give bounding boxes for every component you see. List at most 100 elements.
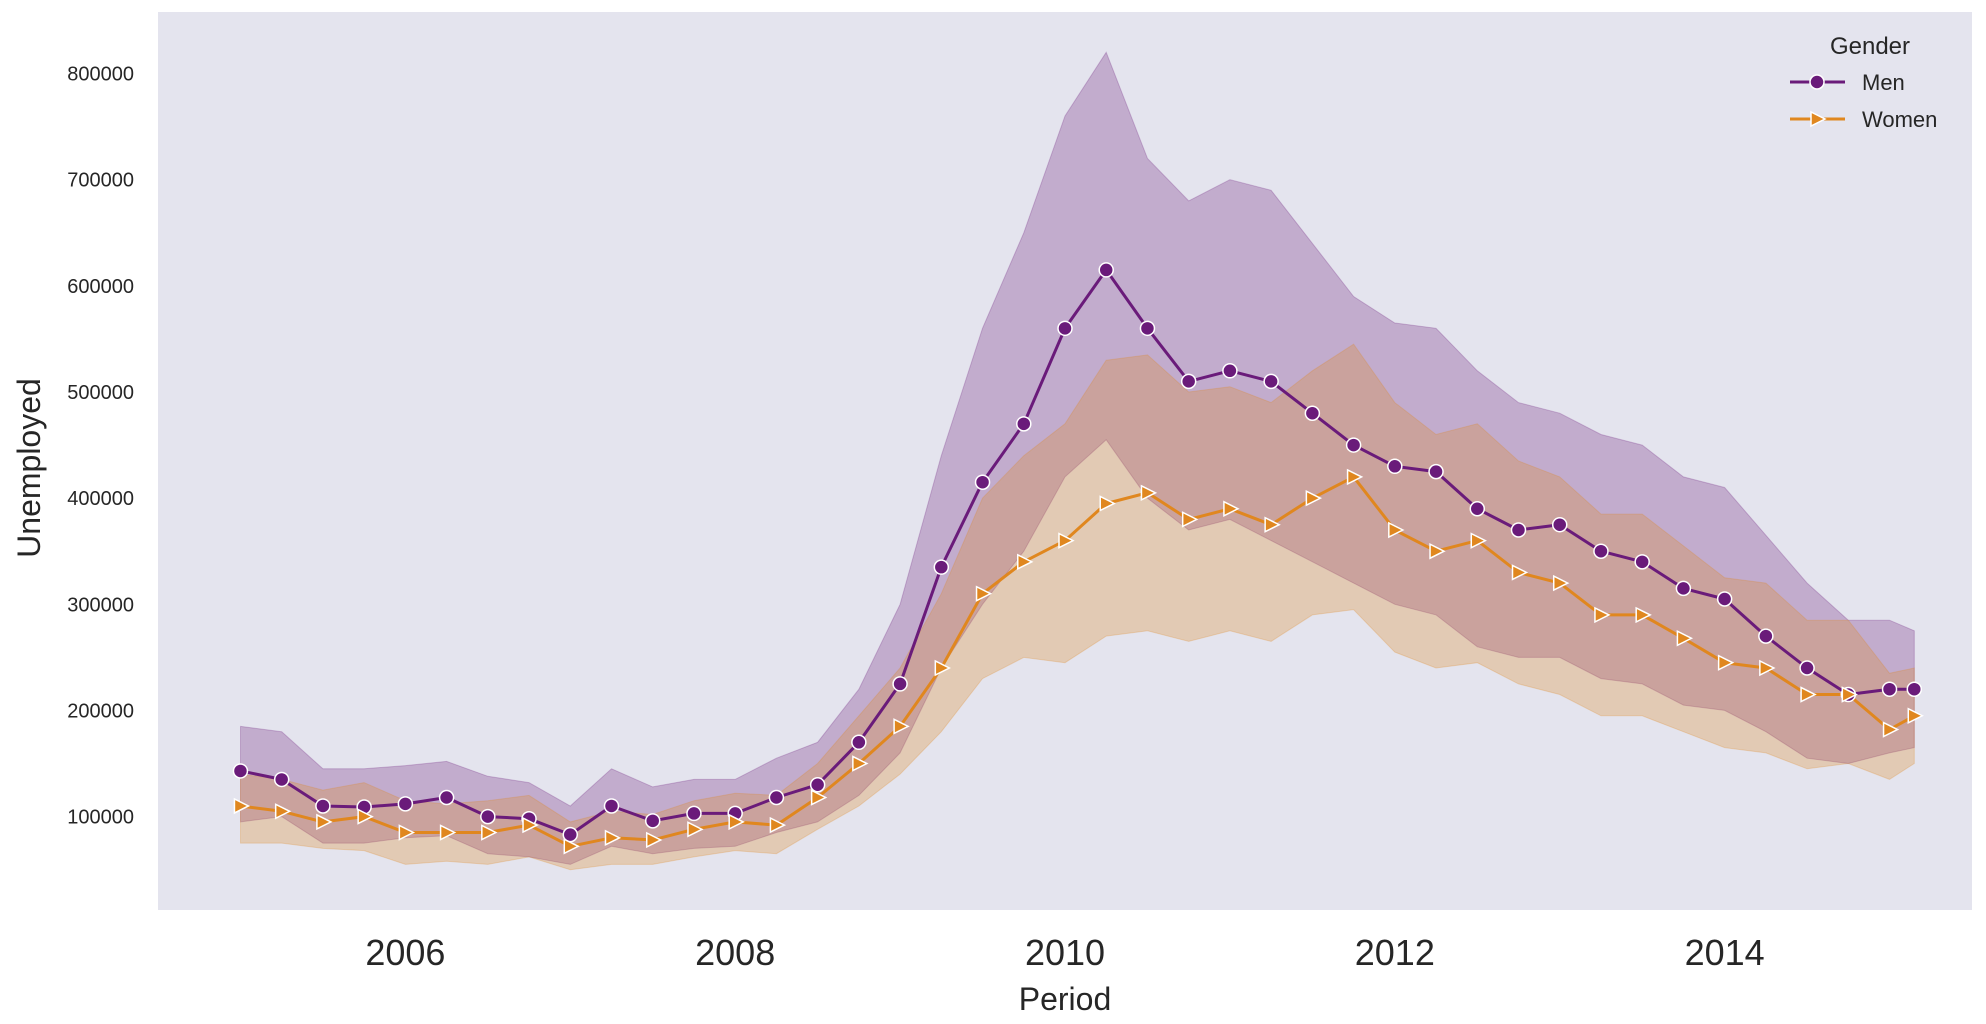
legend-title: Gender	[1830, 33, 1910, 60]
point-women	[439, 824, 457, 841]
point-women	[1635, 606, 1652, 624]
point-women	[316, 813, 333, 831]
point-women	[1511, 564, 1529, 581]
x-tick-label: 2006	[365, 932, 445, 973]
point-men	[397, 796, 414, 812]
point-women	[604, 829, 622, 847]
point-women	[1907, 707, 1924, 724]
point-men	[768, 789, 785, 806]
point-women	[1099, 495, 1116, 512]
point-women	[645, 831, 663, 849]
point-men	[1716, 591, 1733, 607]
point-men	[1387, 458, 1403, 475]
x-tick-label: 2012	[1355, 932, 1435, 973]
point-men	[1139, 320, 1156, 337]
point-women	[1305, 489, 1323, 507]
x-axis-title: Period	[1019, 981, 1112, 1017]
point-women	[1470, 532, 1487, 549]
y-axis-ticks: 100000 200000 300000 400000 500000 600000 7000…	[67, 64, 134, 829]
point-men	[1016, 416, 1032, 432]
point-men	[1222, 363, 1238, 379]
point-women	[1223, 500, 1240, 517]
y-tick-label: 100000	[67, 807, 134, 829]
point-women	[893, 718, 910, 735]
point-women	[1388, 521, 1405, 539]
legend: Gender Men Women	[1790, 33, 1937, 132]
line-women	[240, 475, 1916, 848]
point-women	[398, 824, 416, 841]
point-women	[1676, 630, 1694, 647]
band-women	[240, 343, 1915, 871]
point-men	[933, 559, 950, 575]
point-men	[1881, 681, 1898, 697]
point-women	[1181, 511, 1199, 528]
point-men	[1758, 628, 1774, 644]
point-men	[1428, 463, 1444, 480]
point-men	[315, 798, 331, 814]
point-women	[728, 813, 745, 831]
point-men	[1304, 405, 1321, 421]
point-women	[563, 838, 580, 855]
point-women	[233, 797, 251, 815]
point-women	[274, 803, 292, 820]
y-axis-title: Unemployed	[11, 378, 47, 558]
point-men	[1906, 681, 1923, 697]
x-tick-label: 2014	[1685, 932, 1765, 973]
point-men	[809, 776, 826, 793]
point-women	[1841, 686, 1858, 703]
confidence-bands	[240, 51, 1915, 871]
point-women	[1594, 606, 1611, 624]
point-women	[1552, 574, 1570, 592]
point-men	[1634, 554, 1650, 570]
band-men	[240, 51, 1915, 865]
point-men	[1551, 516, 1568, 533]
point-women	[1759, 659, 1776, 677]
point-women	[1058, 532, 1075, 549]
y-tick-label: 200000	[67, 700, 134, 722]
y-tick-label: 500000	[67, 382, 134, 404]
point-men	[438, 789, 455, 806]
point-men	[480, 808, 496, 825]
point-men	[974, 474, 991, 490]
point-men	[686, 805, 702, 822]
legend-label-men: Men	[1862, 70, 1905, 95]
point-men	[1180, 373, 1197, 390]
legend-label-women: Women	[1862, 107, 1937, 132]
y-tick-label: 400000	[67, 488, 134, 510]
point-women	[687, 821, 704, 838]
point-men	[232, 763, 249, 779]
point-men	[1675, 580, 1692, 597]
point-women	[810, 789, 828, 806]
y-tick-label: 800000	[67, 64, 134, 86]
point-women	[1800, 686, 1817, 703]
y-tick-label: 300000	[67, 594, 134, 616]
point-men	[603, 798, 620, 814]
point-men	[1057, 320, 1073, 337]
point-men	[1593, 543, 1609, 559]
point-women	[1017, 553, 1034, 571]
y-tick-label: 600000	[67, 276, 134, 298]
x-tick-label: 2008	[695, 932, 775, 973]
point-women	[769, 816, 787, 834]
x-tick-label: 2010	[1025, 932, 1105, 973]
point-men	[273, 771, 290, 788]
plot-background	[158, 12, 1972, 910]
point-men	[1263, 373, 1279, 390]
point-women	[1882, 721, 1900, 738]
point-women	[852, 755, 869, 772]
point-women	[481, 824, 498, 841]
x-axis-ticks: 2006 2008 2010 2012 2014	[365, 932, 1764, 973]
series-markers	[232, 262, 1924, 855]
point-women	[522, 816, 539, 834]
point-men	[1345, 437, 1362, 453]
point-women	[1140, 484, 1158, 502]
point-women	[1717, 654, 1735, 671]
point-men	[1469, 501, 1486, 517]
y-tick-label: 700000	[67, 170, 134, 192]
point-men	[851, 734, 867, 751]
point-women	[1346, 468, 1364, 486]
point-men	[644, 813, 661, 829]
point-women	[1264, 516, 1281, 533]
point-women	[357, 808, 374, 825]
